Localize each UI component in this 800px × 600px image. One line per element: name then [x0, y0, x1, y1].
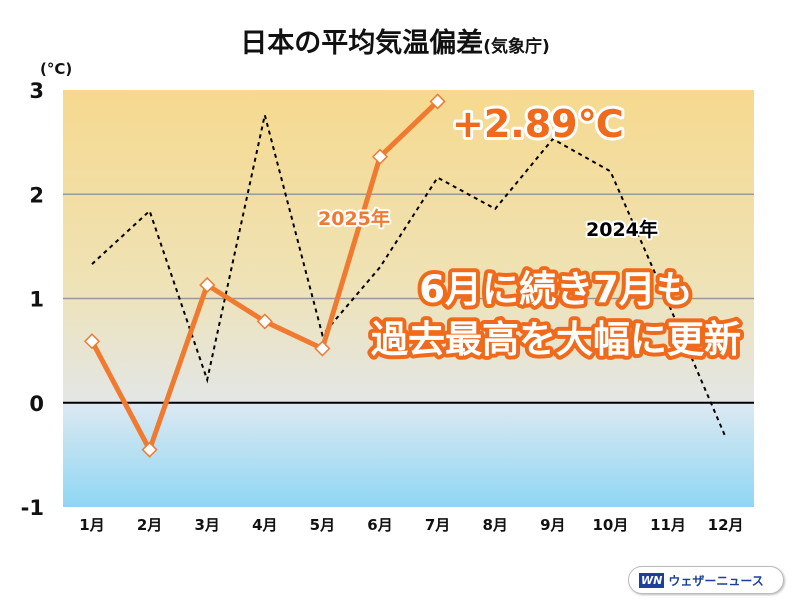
x-tick-label: 2月 — [137, 516, 162, 534]
y-axis-label: (°C) — [40, 60, 72, 78]
value-callout: +2.89℃ — [452, 102, 624, 146]
x-tick-label: 7月 — [425, 516, 450, 534]
logo-mark: WN — [639, 572, 665, 588]
chart-title: 日本の平均気温偏差(気象庁) — [240, 27, 550, 59]
series-2025-marker — [256, 313, 273, 330]
x-tick-label: 12月 — [708, 516, 744, 534]
x-tick-label: 9月 — [540, 516, 565, 534]
series-2025-label: 2025年 — [318, 207, 390, 230]
series-2025-marker — [429, 93, 446, 110]
series-2025-marker — [371, 148, 389, 165]
series-2025-marker — [141, 441, 158, 458]
plot-area: 3 2 1 0 -1 1月 2月 3月 4月 5月 6月 7月 8月 9月 10月 11月 12月 — [21, 79, 754, 534]
x-tick-label: 11月 — [650, 516, 686, 534]
weathernews-logo: WN ウェザーニュース — [628, 566, 784, 594]
y-tick-label: 3 — [29, 79, 44, 103]
y-tick-label: -1 — [21, 496, 44, 520]
x-tick-label: 4月 — [252, 516, 277, 534]
series-2024-line — [91, 114, 727, 438]
chart-title-main: 日本の平均気温偏差 — [240, 27, 483, 59]
chart-title-source: (気象庁) — [483, 36, 550, 57]
series-2024-label: 2024年 — [586, 218, 658, 241]
x-tick-label: 3月 — [194, 516, 219, 534]
logo-text: ウェザーニュース — [668, 573, 764, 588]
y-tick-label: 2 — [29, 183, 44, 207]
x-tick-label: 10月 — [592, 516, 628, 534]
series-2025-marker — [314, 340, 331, 357]
y-tick-label: 0 — [29, 392, 44, 416]
negative-background — [63, 402, 754, 507]
x-tick-label: 5月 — [310, 516, 335, 534]
y-tick-label: 1 — [29, 288, 44, 312]
series-2025-marker — [199, 276, 216, 294]
headline-line2: 過去最高を大幅に更新 — [371, 318, 741, 361]
x-tick-label: 6月 — [367, 516, 392, 534]
x-tick-label: 1月 — [79, 516, 104, 534]
headline-line1: 6月に続き7月も — [419, 268, 693, 311]
series-2025-marker — [83, 333, 101, 350]
positive-background — [63, 90, 754, 403]
x-tick-label: 8月 — [482, 516, 507, 534]
